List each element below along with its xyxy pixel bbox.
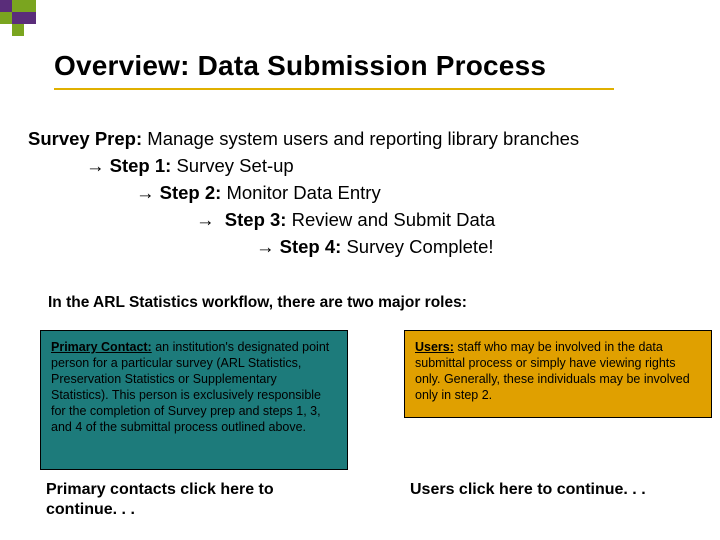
step-4-label: Step 4: [280, 236, 342, 257]
step-4: → Step 4: Survey Complete! [28, 233, 579, 260]
arrow-icon: → [196, 209, 215, 230]
step-2-label: Step 2: [160, 182, 222, 203]
users-box: Users: staff who may be involved in the … [404, 330, 712, 418]
primary-contacts-continue-link[interactable]: Primary contacts click here to continue.… [46, 480, 346, 520]
arrow-icon: → [86, 155, 105, 176]
page-title: Overview: Data Submission Process [54, 50, 546, 82]
arrow-icon: → [256, 236, 275, 257]
arrow-icon: → [136, 182, 155, 203]
primary-contact-box: Primary Contact: an institution's design… [40, 330, 348, 470]
slide: Overview: Data Submission Process Survey… [0, 0, 720, 540]
primary-contact-label: Primary Contact: [51, 340, 152, 354]
survey-prep-label: Survey Prep: [28, 128, 142, 149]
intro-text: In the ARL Statistics workflow, there ar… [48, 294, 467, 312]
step-2-text: Monitor Data Entry [221, 182, 380, 203]
primary-contact-body: an institution's designated point person… [51, 340, 329, 434]
title-underline [54, 88, 614, 90]
step-4-text: Survey Complete! [341, 236, 493, 257]
survey-prep-block: Survey Prep: Manage system users and rep… [28, 125, 579, 260]
step-1: → Step 1: Survey Set-up [28, 152, 579, 179]
step-1-label: Step 1: [110, 155, 172, 176]
users-continue-link[interactable]: Users click here to continue. . . [410, 480, 710, 500]
step-3: → Step 3: Review and Submit Data [28, 206, 579, 233]
survey-prep-text: Manage system users and reporting librar… [142, 128, 579, 149]
logo-icon [0, 0, 48, 48]
step-3-text: Review and Submit Data [286, 209, 495, 230]
step-3-label: Step 3: [225, 209, 287, 230]
step-1-text: Survey Set-up [171, 155, 293, 176]
step-2: → Step 2: Monitor Data Entry [28, 179, 579, 206]
users-label: Users: [415, 340, 454, 354]
survey-prep-line: Survey Prep: Manage system users and rep… [28, 125, 579, 152]
users-body: staff who may be involved in the data su… [415, 340, 690, 402]
